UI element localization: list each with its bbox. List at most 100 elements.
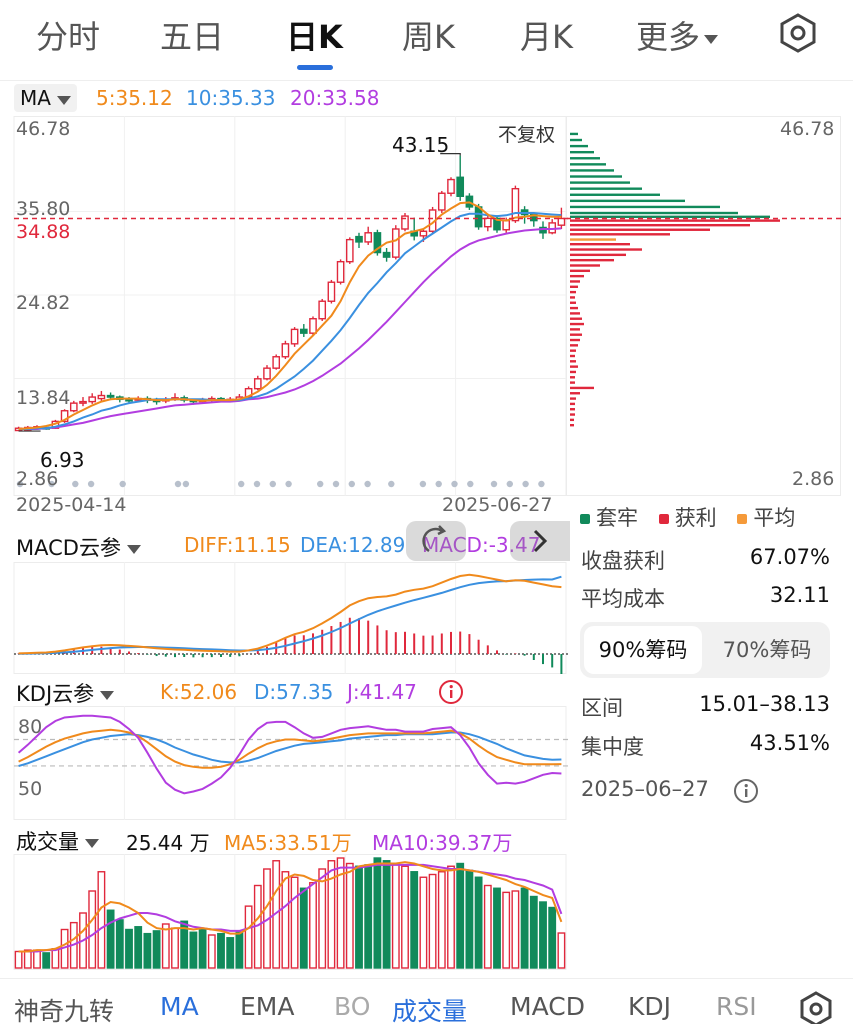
candle-body: [69, 402, 78, 412]
tab-rik[interactable]: 日K: [286, 18, 343, 56]
kdj-selector[interactable]: KDJ云参: [16, 678, 115, 708]
nav-macd[interactable]: MACD: [510, 992, 585, 1021]
nav-shenqi[interactable]: 神奇九转: [14, 997, 115, 1026]
chip-bar: [570, 215, 770, 219]
volume-bar: [548, 906, 557, 969]
candle-body: [355, 235, 363, 243]
candle-body: [79, 400, 87, 404]
event-dot: [72, 480, 79, 488]
macd-diff: DIFF:11.15: [184, 533, 291, 557]
info-icon[interactable]: [733, 778, 759, 804]
kdj-info-icon[interactable]: [438, 679, 464, 705]
chip-90-tab[interactable]: 90%筹码: [584, 626, 702, 674]
tab-yuek[interactable]: 月K: [520, 18, 573, 56]
candle-body: [336, 260, 345, 283]
nav-rsi[interactable]: RSI: [716, 992, 757, 1021]
chip-bar: [570, 163, 606, 166]
candle-body: [327, 281, 336, 302]
volume-bar: [465, 869, 474, 969]
tab-fenshi[interactable]: 分时: [36, 18, 101, 56]
avg-cost-label: 平均成本: [581, 587, 665, 611]
volume-bar: [373, 857, 382, 969]
volume-bar: [217, 932, 225, 969]
volume-bar: [345, 862, 354, 969]
nav-ma[interactable]: MA: [160, 992, 199, 1021]
next-button[interactable]: [510, 521, 570, 561]
volume-dropdown-icon: [85, 838, 99, 848]
candle-body: [281, 343, 290, 358]
refresh-button[interactable]: [406, 521, 466, 561]
nav-volume[interactable]: 成交量: [392, 997, 468, 1026]
settings-hexagon-icon[interactable]: [778, 12, 818, 54]
candle-body: [299, 328, 308, 334]
chip-distribution-chart: [566, 116, 841, 496]
macd-selector[interactable]: MACD云参: [16, 532, 141, 562]
tab-wuri[interactable]: 五日: [160, 18, 225, 56]
price-axis-current: 34.88: [16, 221, 71, 243]
volume-bar: [97, 871, 106, 969]
volume-chart[interactable]: [0, 854, 570, 970]
volume-bar: [336, 857, 345, 969]
macd-dea: DEA:12.89: [300, 533, 406, 557]
volume-selector[interactable]: 成交量: [16, 826, 99, 856]
nav-boll[interactable]: BO: [334, 992, 371, 1021]
nav-ema[interactable]: EMA: [240, 992, 295, 1021]
chip-bar: [570, 418, 574, 422]
kdj-j: J:41.47: [347, 680, 417, 704]
chip-bar: [570, 233, 670, 236]
event-dot: [182, 480, 190, 488]
event-dot: [467, 480, 474, 488]
chip-axis-bottom: 2.86: [792, 468, 835, 490]
price-axis-top: 46.78: [16, 118, 71, 140]
chip-bar: [570, 193, 660, 196]
chip-bar: [570, 333, 582, 336]
fuquan-label[interactable]: 不复权: [498, 124, 556, 146]
event-dot: [269, 480, 276, 488]
volume-bar: [244, 905, 253, 969]
nav-kdj[interactable]: KDJ: [628, 992, 672, 1021]
volume-bar: [143, 932, 152, 969]
macd-chart[interactable]: [0, 562, 570, 674]
event-dot: [119, 480, 126, 488]
chip-bar: [570, 280, 580, 283]
event-dot: [364, 480, 371, 488]
volume-bar: [483, 884, 492, 969]
tab-zhouk[interactable]: 周K: [402, 18, 455, 56]
candle-body: [391, 228, 400, 258]
chip-bar: [570, 322, 584, 326]
volume-bar: [410, 871, 419, 969]
ma-dropdown-icon: [56, 96, 71, 105]
ma20-line: [18, 227, 562, 430]
chip-bar: [570, 138, 582, 142]
event-dot: [48, 480, 55, 488]
volume-bar: [401, 865, 409, 969]
event-dot: [16, 480, 24, 488]
ma-title: MA: [20, 86, 51, 110]
chip-70-tab[interactable]: 70%筹码: [722, 638, 812, 662]
indicator-settings-icon[interactable]: [796, 990, 836, 1024]
high-annotation-leader: [440, 153, 461, 156]
tab-more[interactable]: 更多: [636, 12, 719, 58]
price-axis-bottom: 2.86: [16, 468, 59, 490]
chip-bar: [570, 370, 576, 374]
panel-border: [13, 854, 567, 970]
kdj-chart[interactable]: [0, 706, 570, 820]
volume-bar: [474, 876, 483, 969]
candle-body: [456, 176, 465, 197]
ma-selector[interactable]: MA: [14, 84, 77, 112]
chevron-right-icon: [533, 529, 548, 553]
chip-bar: [570, 365, 578, 368]
event-dot: [388, 480, 395, 488]
chip-bar: [570, 274, 584, 278]
candlestick-chart[interactable]: [0, 116, 570, 496]
volume-bar: [382, 860, 391, 969]
volume-bar: [355, 865, 363, 969]
chip-bar: [570, 132, 578, 136]
volume-bar: [520, 887, 529, 969]
volume-bar: [318, 868, 327, 969]
chip-bar: [570, 381, 575, 384]
candle-body: [318, 300, 327, 320]
chip-bar: [570, 312, 580, 315]
volume-bar: [428, 873, 437, 969]
bottom-divider: [0, 978, 853, 979]
